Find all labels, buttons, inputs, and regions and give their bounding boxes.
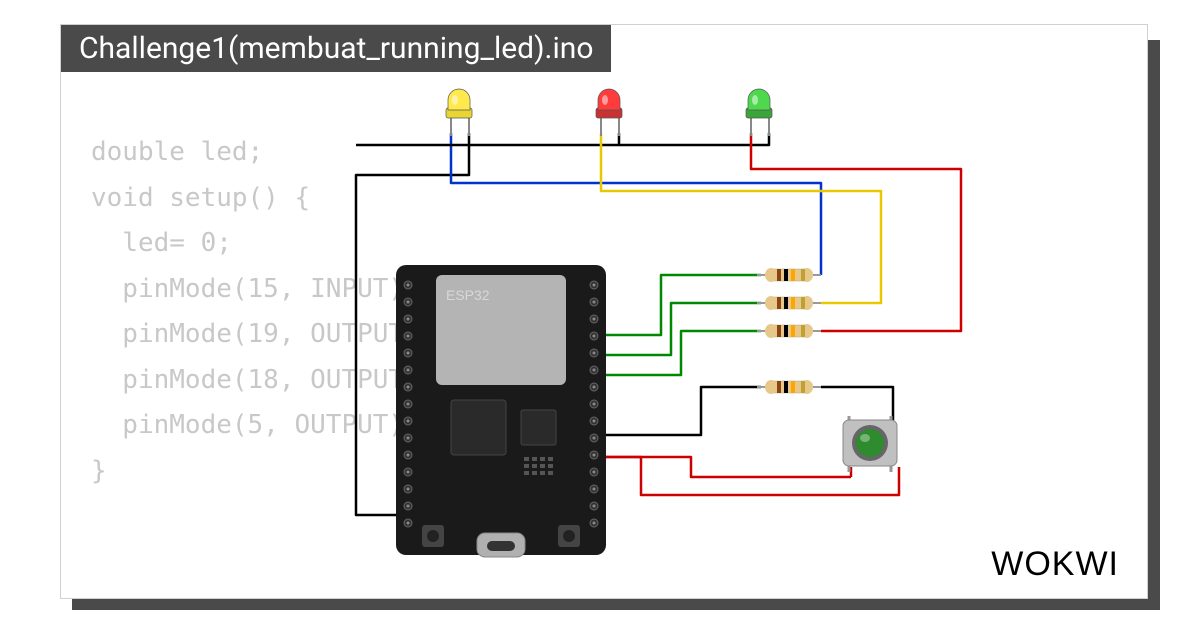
code-line: led= 0; <box>91 228 232 258</box>
svg-text:ESP32: ESP32 <box>446 287 490 303</box>
code-line: double led; <box>91 137 263 167</box>
brand-logo: WOKWI <box>991 545 1119 584</box>
code-line: void setup() { <box>91 183 310 213</box>
code-line: pinMode(15, INPUT); <box>91 274 420 304</box>
code-line: pinMode(5, OUTPUT); <box>91 410 420 440</box>
file-title: Challenge1(membuat_running_led).ino <box>61 25 611 72</box>
code-line: pinMode(18, OUTPUT); <box>91 365 435 395</box>
code-line: } <box>91 456 107 486</box>
code-preview: double led; void setup() { led= 0; pinMo… <box>91 130 435 494</box>
code-line: pinMode(19, OUTPUT); <box>91 319 435 349</box>
project-card: Challenge1(membuat_running_led).ino doub… <box>60 24 1148 599</box>
